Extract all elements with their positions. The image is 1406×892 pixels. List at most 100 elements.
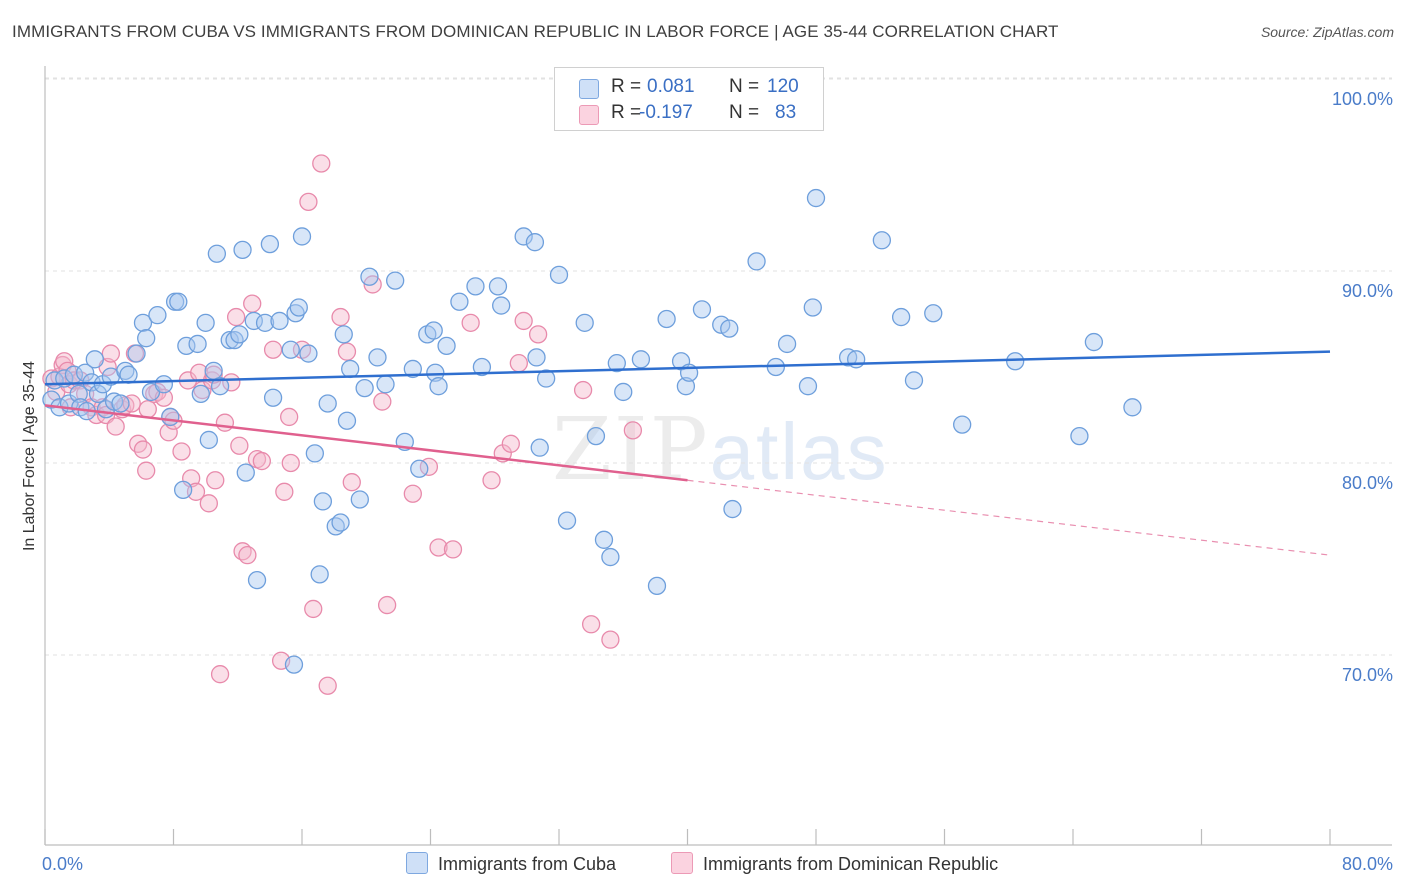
- cuba-point: [1070, 426, 1089, 446]
- cuba-point: [284, 655, 304, 674]
- cuba-point: [111, 394, 130, 413]
- dominican-republic-point: [443, 540, 463, 559]
- dominican-republic-point: [199, 494, 218, 513]
- cuba-point: [549, 265, 569, 284]
- dominican-republic-point: [373, 392, 392, 411]
- watermark-atlas: atlas: [709, 407, 889, 496]
- cuba-point: [286, 304, 305, 323]
- cuba-point: [350, 490, 369, 509]
- cuba-point: [210, 377, 230, 396]
- cuba-point: [872, 231, 892, 250]
- dominican-republic-point: [281, 453, 300, 473]
- legend-n-value: 120: [767, 76, 799, 97]
- cuba-point: [270, 311, 289, 331]
- legend-r-label: R =: [611, 76, 642, 97]
- cuba-point: [341, 359, 360, 379]
- dominican-republic-point: [263, 340, 283, 359]
- cuba-point: [161, 407, 180, 427]
- cuba-point: [798, 377, 818, 396]
- dominican-republic-point: [145, 384, 164, 404]
- cuba-point: [154, 375, 174, 394]
- dominican-republic-point: [528, 325, 548, 344]
- cuba-point: [281, 340, 300, 359]
- dominican-republic-point: [337, 342, 357, 361]
- cuba-point: [472, 357, 492, 377]
- dominican-republic-point: [601, 630, 620, 649]
- cuba-point: [557, 511, 577, 530]
- cuba-point: [488, 277, 508, 296]
- cuba-point: [676, 377, 696, 396]
- cuba-point: [594, 530, 614, 549]
- dominican-republic-point: [312, 154, 331, 173]
- dominican-republic-point: [215, 413, 235, 432]
- cuba-point: [292, 227, 312, 246]
- dominican-republic-point: [159, 423, 178, 442]
- cuba-point: [207, 244, 227, 263]
- cuba-point: [424, 321, 443, 340]
- cuba-point: [247, 570, 267, 590]
- cuba-point: [230, 325, 249, 344]
- cuba-point: [607, 354, 626, 373]
- cuba-point: [204, 361, 223, 380]
- dominican-republic-point: [101, 344, 121, 363]
- bottom-legend-dominican-republic: Immigrants from Dominican Republic: [671, 852, 998, 875]
- cuba-point: [806, 188, 826, 208]
- cuba-point: [220, 330, 239, 350]
- cuba-point: [263, 388, 283, 407]
- dominican-republic-point: [429, 538, 448, 557]
- cuba-point: [386, 271, 405, 290]
- dominican-republic-point: [403, 484, 422, 503]
- cuba-point: [537, 369, 556, 388]
- cuba-point: [188, 334, 207, 354]
- cuba-point: [657, 309, 676, 329]
- dominican-republic-point: [299, 192, 318, 212]
- legend-r-value: 0.081: [647, 76, 695, 97]
- cuba-point: [450, 292, 469, 311]
- cuba-point: [148, 306, 167, 325]
- cuba-point: [334, 325, 353, 344]
- dominican-republic-point: [137, 461, 156, 480]
- cuba-point: [953, 415, 972, 434]
- dominican-republic-point: [331, 307, 350, 327]
- cuba-point: [310, 565, 329, 584]
- dominican-republic-point: [238, 546, 257, 565]
- dominican-republic-point: [226, 307, 246, 327]
- legend-n-label: N =: [729, 76, 760, 97]
- cuba-point: [410, 459, 429, 478]
- cuba-point: [191, 384, 210, 404]
- cuba-point: [177, 336, 196, 356]
- y-tick-label: 100.0%: [1332, 89, 1393, 109]
- dominican-republic-point: [206, 471, 225, 490]
- dominican-republic-point: [279, 407, 299, 427]
- cuba-point: [777, 334, 797, 354]
- bottom-legend-swatch-cuba: [406, 852, 428, 874]
- dominican-republic-point: [377, 595, 397, 615]
- cuba-point: [85, 350, 104, 369]
- dominican-republic-point: [342, 473, 361, 492]
- dominican-republic-point: [581, 615, 601, 634]
- bottom-legend-label-dominican-republic: Immigrants from Dominican Republic: [703, 854, 999, 874]
- cuba-point: [376, 375, 395, 394]
- dominican-republic-point: [482, 471, 501, 490]
- dominican-republic-point: [129, 434, 148, 453]
- legend-r-label: R =: [611, 102, 642, 123]
- y-tick-label: 80.0%: [1342, 473, 1393, 493]
- cuba-point: [313, 492, 333, 511]
- dominican-republic-point: [138, 400, 157, 419]
- cuba-point: [924, 304, 943, 323]
- cuba-point: [137, 329, 156, 348]
- cuba-point: [260, 234, 280, 254]
- cuba-point: [88, 384, 108, 404]
- cuba-point: [723, 499, 742, 519]
- bottom-legend-cuba: Immigrants from Cuba: [406, 852, 616, 875]
- cuba-point: [236, 463, 255, 482]
- cuba-point: [337, 411, 357, 430]
- dominican-republic-point: [230, 436, 249, 455]
- cuba-point: [586, 426, 606, 446]
- bottom-legend-swatch-dominican-republic: [671, 852, 693, 874]
- cuba-point: [403, 359, 422, 379]
- cuba-point: [1084, 332, 1104, 352]
- cuba-point: [647, 576, 667, 596]
- legend-swatch-dominican-republic: [579, 105, 599, 125]
